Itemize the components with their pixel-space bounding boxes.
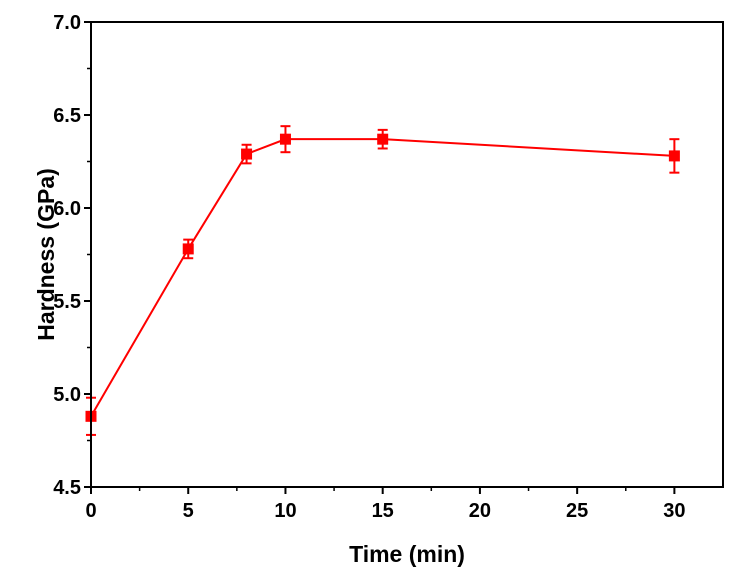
y-tick-labels: 4.5 5.0 5.5 6.0 6.5 7.0 <box>53 12 81 499</box>
y-tick-label: 5.0 <box>53 384 81 406</box>
x-axis-title: Time (min) <box>349 541 465 567</box>
x-tick-label: 30 <box>663 500 685 522</box>
series-layer <box>85 125 680 436</box>
series-line <box>90 138 675 417</box>
y-axis-title: Hardness (GPa) <box>33 168 59 341</box>
y-tick-label: 6.0 <box>53 198 81 220</box>
x-tick-label: 5 <box>183 500 194 522</box>
plot-frame <box>90 21 724 488</box>
y-tick-label: 6.5 <box>53 105 81 127</box>
x-tick-label: 25 <box>566 500 588 522</box>
y-tick-label: 5.5 <box>53 291 81 313</box>
minor-ticks <box>87 67 627 491</box>
x-tick-label: 15 <box>372 500 394 522</box>
data-point-marker <box>668 150 680 162</box>
x-tick-labels: 0 5 10 15 20 25 30 <box>85 500 685 522</box>
x-tick-label: 20 <box>469 500 491 522</box>
y-tick-label: 4.5 <box>53 477 81 499</box>
y-tick-label: 7.0 <box>53 12 81 34</box>
x-tick-label: 10 <box>274 500 296 522</box>
data-point-marker <box>241 148 253 160</box>
major-ticks <box>84 21 676 494</box>
x-tick-label: 0 <box>85 500 96 522</box>
data-point-marker <box>279 133 291 145</box>
data-point-marker <box>377 133 389 145</box>
data-point-marker <box>182 243 194 255</box>
